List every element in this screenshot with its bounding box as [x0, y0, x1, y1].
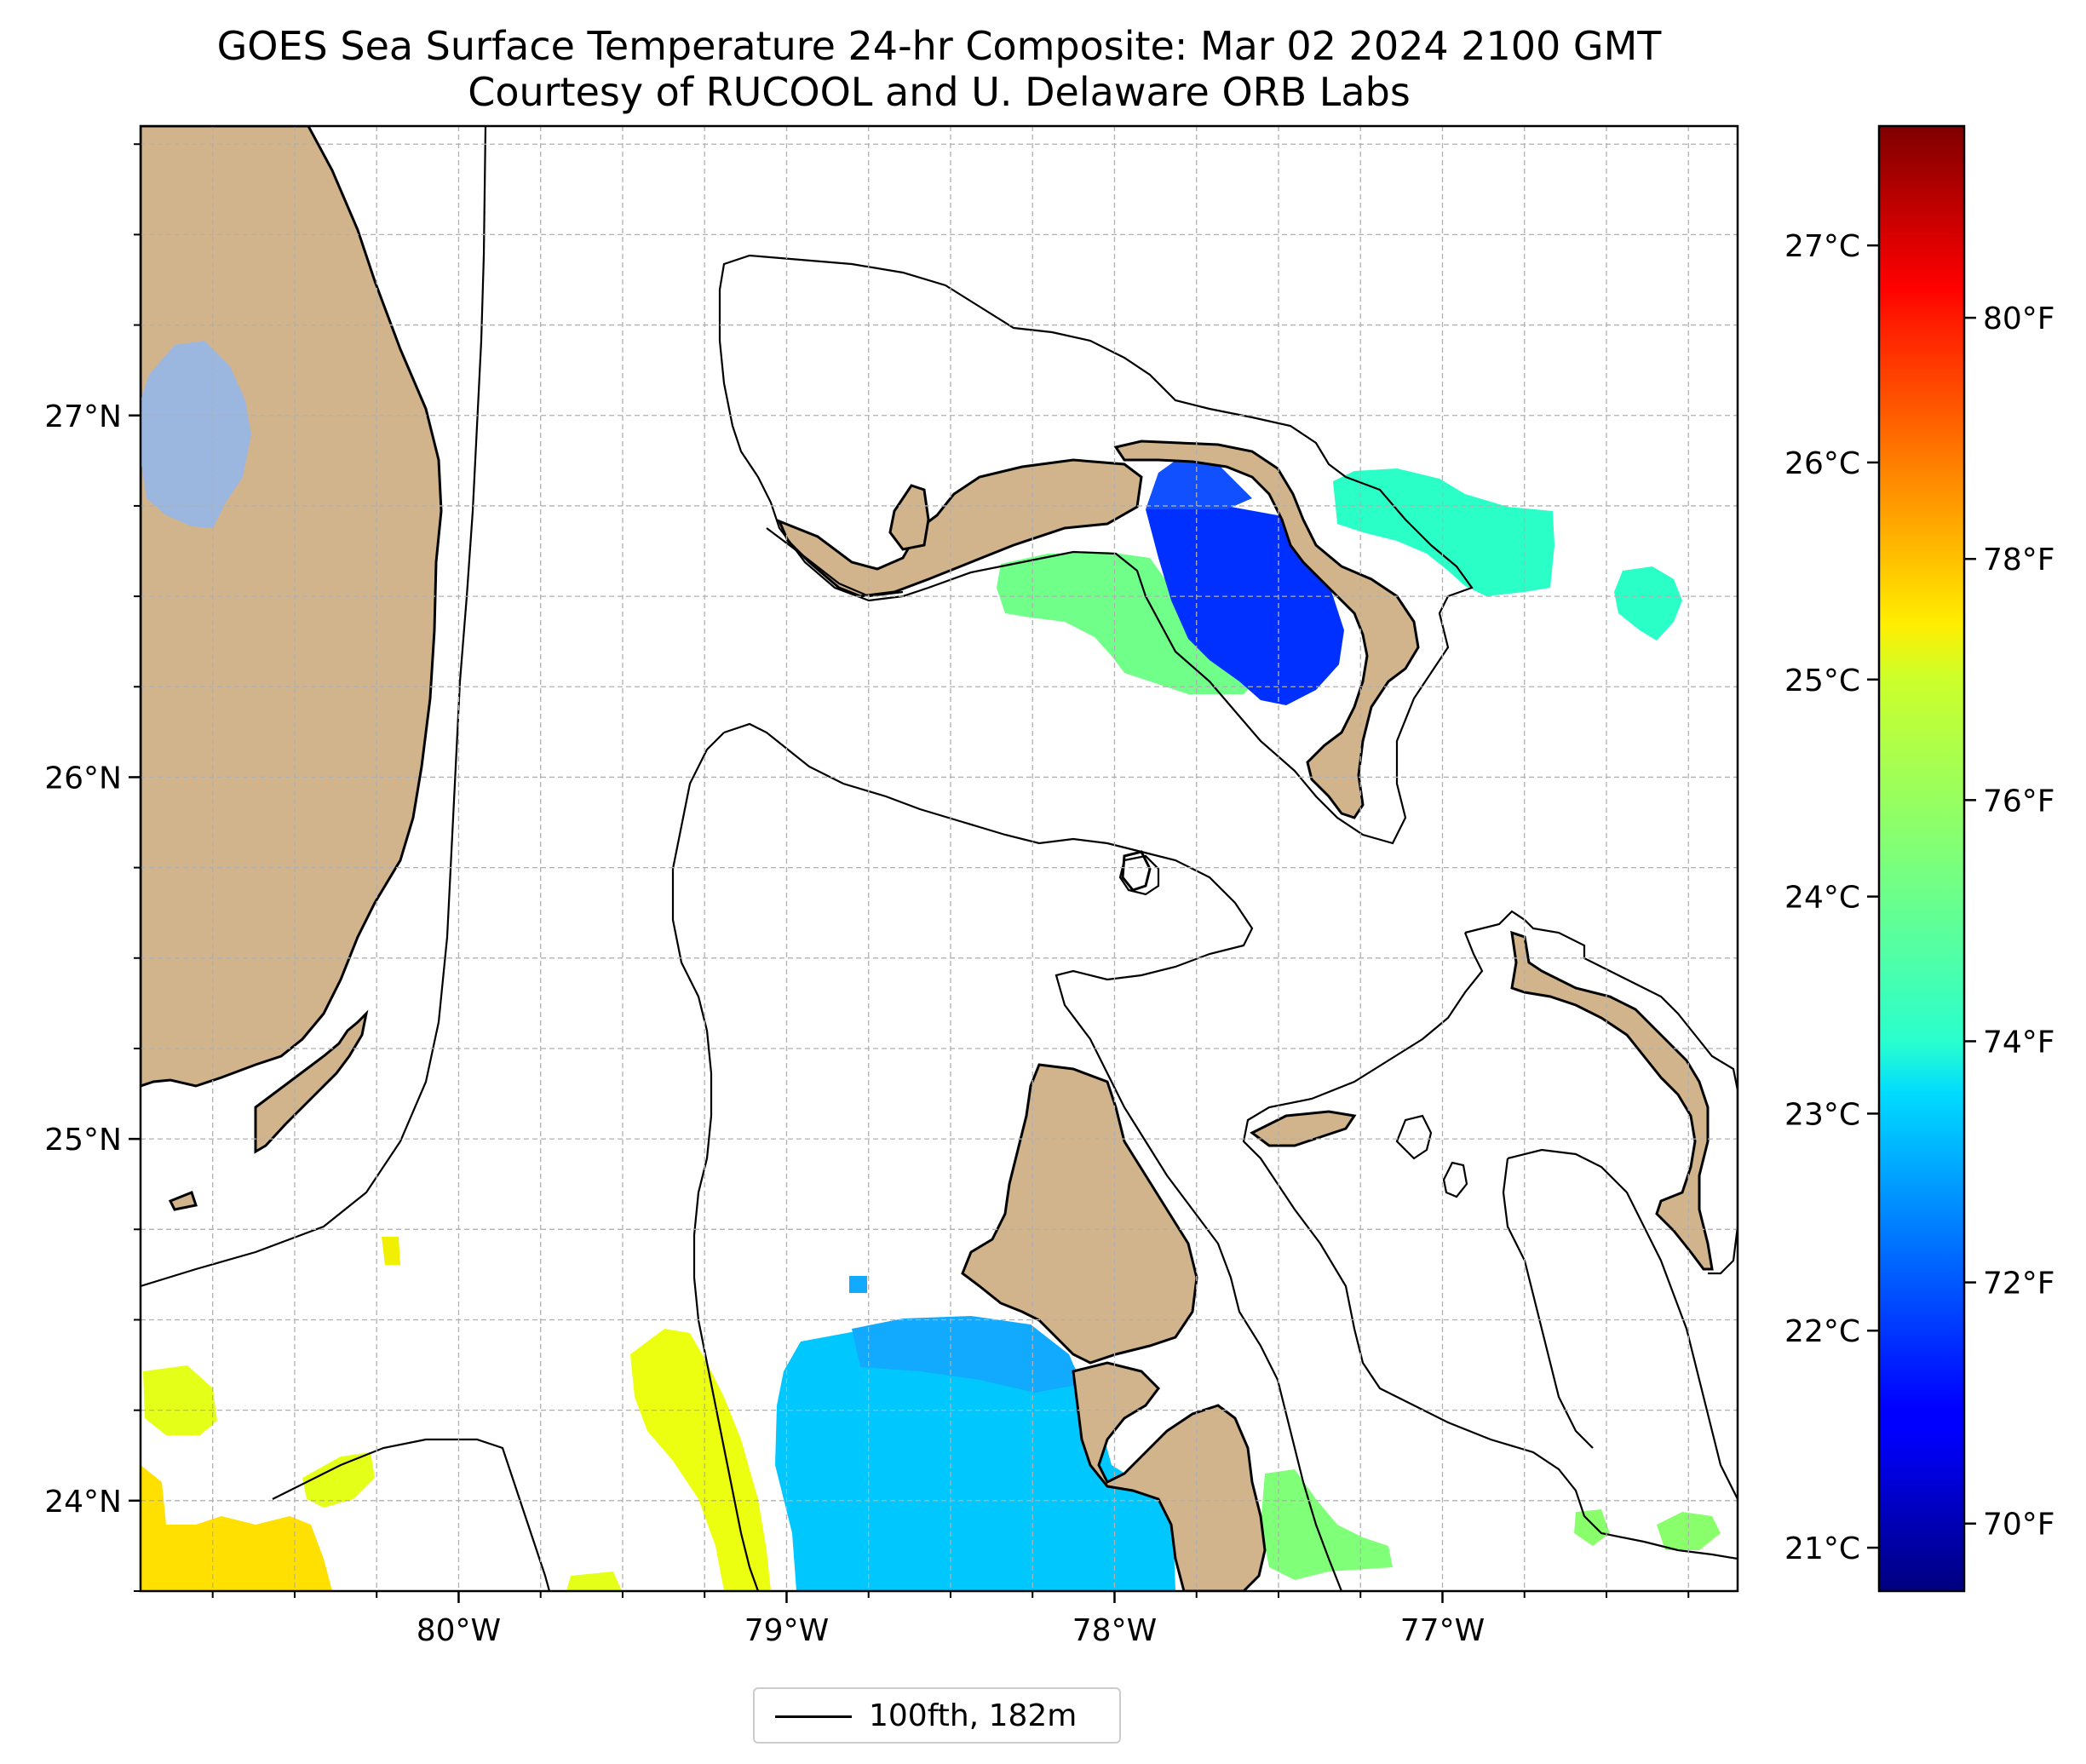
land-masses: [141, 126, 1714, 1591]
land-eleuthera: [1510, 930, 1714, 1271]
colorbar-fahrenheit-ticks: 70°F 72°F 74°F 76°F 78°F 80°F: [1964, 302, 2055, 1543]
sst-patch-florida-keys: [143, 1365, 217, 1435]
sst-patch-exuma-east-2: [1657, 1512, 1721, 1550]
sst-patch-keys-dot: [382, 1237, 400, 1265]
sst-patch-tongue-dot: [849, 1276, 867, 1293]
map-subtitle: Courtesy of RUCOOL and U. Delaware ORB L…: [468, 69, 1411, 115]
colorbar-celsius-label: 23°C: [1784, 1097, 1860, 1132]
colorbar-celsius-label: 26°C: [1784, 446, 1860, 481]
map-frame: [139, 124, 1739, 1593]
colorbar: 21°C 22°C 23°C 24°C 25°C 26°C 27°C 70°F 72°F 74°…: [1784, 124, 2055, 1593]
land-abaco-north: [1113, 440, 1420, 819]
lat-tick-label: 25°N: [44, 1123, 122, 1158]
latitude-ticks: 24°N 25°N 26°N 27°N: [44, 399, 141, 1520]
contour-keys-south: [272, 1438, 551, 1591]
contour-berry-loop: [1118, 854, 1160, 896]
depth-contours: [141, 126, 1738, 1591]
lon-tick-label: 79°W: [744, 1613, 829, 1648]
legend-line-swatch: [775, 1715, 852, 1718]
lon-tick-label: 78°W: [1072, 1613, 1157, 1648]
land-keys-small: [168, 1191, 198, 1211]
contour-florida-shelf: [141, 126, 487, 1288]
sst-patch-cay-sal-west: [630, 1329, 771, 1591]
land-andros: [961, 1063, 1198, 1365]
lat-tick-label: 26°N: [44, 761, 122, 796]
sst-patch-exuma-sound-west: [1261, 1469, 1393, 1580]
map-title: GOES Sea Surface Temperature 24-hr Compo…: [216, 23, 1662, 69]
colorbar-fahrenheit-label: 70°F: [1983, 1508, 2055, 1543]
contour-eleuthera-shelf: [1464, 910, 1738, 1275]
lat-tick-label: 27°N: [44, 399, 122, 434]
colorbar-fahrenheit-label: 76°F: [1983, 784, 2055, 819]
sst-patch-providence-north: [1146, 451, 1252, 509]
colorbar-celsius-label: 22°C: [1784, 1314, 1860, 1349]
map-gridlines: [134, 126, 1738, 1598]
colorbar-celsius-label: 25°C: [1784, 664, 1860, 698]
sst-patch-florida-straits: [141, 1465, 332, 1591]
legend-label: 100fth, 182m: [869, 1698, 1077, 1733]
contour-exuma-inner: [1507, 1148, 1738, 1500]
legend: 100fth, 182m: [753, 1687, 1121, 1744]
sst-patch-providence-channel: [1146, 503, 1344, 705]
lake-okeechobee: [141, 341, 251, 528]
land-new-providence: [1250, 1110, 1357, 1147]
colorbar-celsius-label: 21°C: [1784, 1531, 1860, 1566]
sst-patch-keys-east: [302, 1452, 375, 1508]
land-florida: [141, 126, 443, 1088]
contour-exuma-sound: [1242, 932, 1738, 1560]
contour-little-bahama-inner: [766, 527, 904, 598]
contour-cay-sal: [671, 732, 760, 1591]
colorbar-fahrenheit-label: 80°F: [1983, 302, 2055, 336]
colorbar-fahrenheit-label: 72°F: [1983, 1267, 2055, 1301]
colorbar-celsius-ticks: 21°C 22°C 23°C 24°C 25°C 26°C 27°C: [1784, 229, 1879, 1566]
sst-patch-south-grand-bahama: [997, 552, 1256, 694]
lat-tick-label: 24°N: [44, 1485, 122, 1520]
sst-patch-cay-sal-small: [566, 1572, 622, 1591]
contour-little-bahama-bank: [718, 254, 1474, 845]
sst-patch-tongue-north: [852, 1316, 1082, 1393]
colorbar-gradient: [1877, 124, 1966, 1593]
contour-great-bahama-bank-west: [723, 722, 1343, 1591]
colorbar-fahrenheit-label: 74°F: [1983, 1025, 2055, 1060]
colorbar-celsius-label: 27°C: [1784, 229, 1860, 264]
lon-tick-label: 80°W: [417, 1613, 501, 1648]
colorbar-fahrenheit-label: 78°F: [1983, 543, 2055, 577]
lon-tick-label: 77°W: [1400, 1613, 1485, 1648]
land-grand-bahama-west: [888, 484, 930, 551]
contour-loop-1: [1395, 1114, 1433, 1160]
sst-patch-exuma-east-1: [1574, 1509, 1610, 1546]
contour-exuma-inner-2: [1502, 1158, 1594, 1449]
longitude-ticks: 80°W 79°W 78°W 77°W: [417, 1591, 1485, 1648]
colorbar-celsius-label: 24°C: [1784, 881, 1860, 916]
land-andros-south: [1072, 1361, 1267, 1591]
contour-loop-2: [1442, 1161, 1468, 1198]
sst-patch-far-east: [1614, 566, 1682, 641]
